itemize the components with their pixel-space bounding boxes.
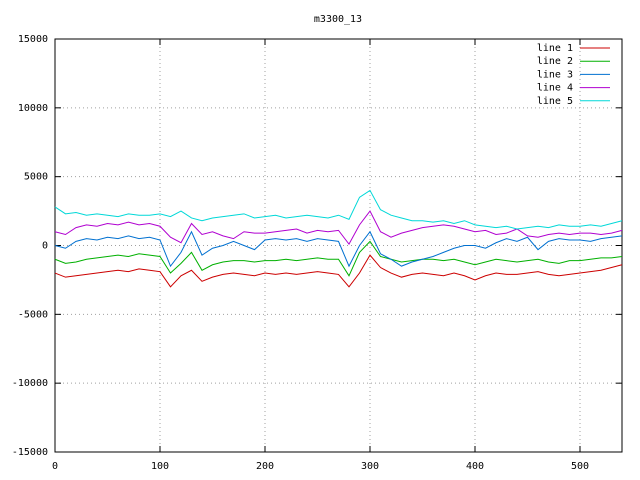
legend-label: line 2 [537,56,573,67]
y-tick-label: 10000 [18,103,48,114]
data-line [54,189,623,230]
y-tick-label: -10000 [12,378,48,389]
data-line [54,240,623,277]
x-tick-label: 500 [571,461,589,472]
data-line [54,254,623,288]
x-tick-label: 100 [151,461,169,472]
y-tick-label: -15000 [12,447,48,458]
data-line [54,210,623,246]
y-tick-label: 15000 [18,34,48,45]
y-tick-label: -5000 [18,309,48,320]
x-tick-label: 300 [361,461,379,472]
y-tick-label: 5000 [24,172,48,183]
legend-label: line 1 [537,43,573,54]
legend-label: line 3 [537,69,573,80]
x-tick-label: 200 [256,461,274,472]
legend-label: line 5 [537,96,573,107]
chart-title: m3300_13 [314,14,362,25]
x-tick-label: 0 [52,461,58,472]
data-line [54,230,623,268]
y-tick-label: 0 [42,241,48,252]
legend-label: line 4 [537,83,573,94]
x-tick-label: 400 [466,461,484,472]
